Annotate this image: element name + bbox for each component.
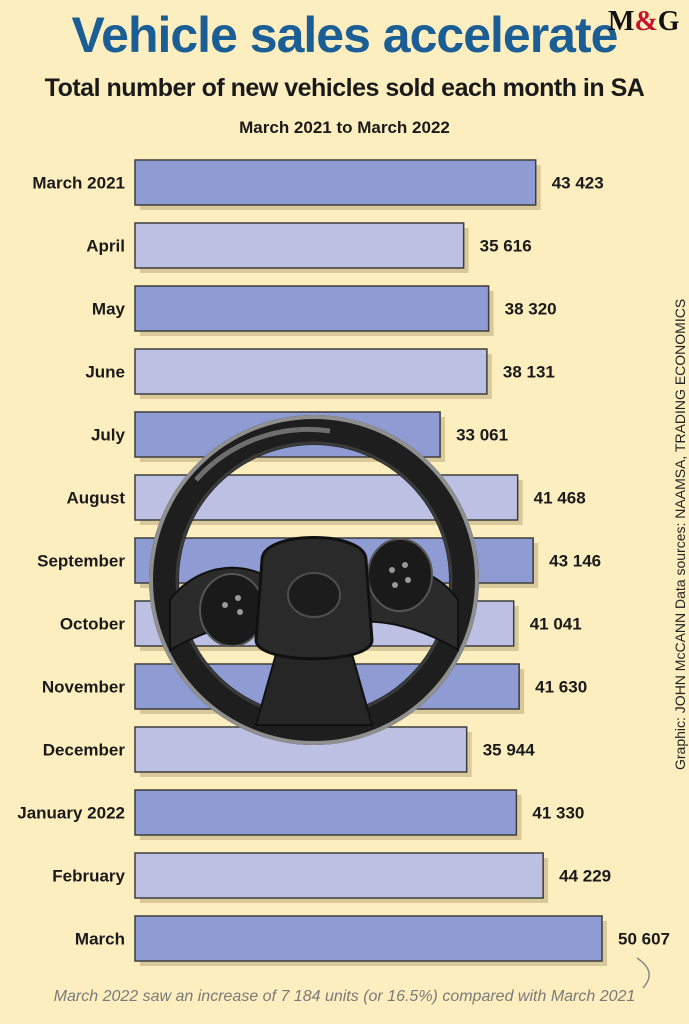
category-label: March bbox=[75, 930, 125, 949]
value-label: 35 616 bbox=[480, 237, 532, 256]
date-range: March 2021 to March 2022 bbox=[239, 118, 450, 137]
category-label: June bbox=[85, 363, 125, 382]
value-label: 38 320 bbox=[505, 300, 557, 319]
bar bbox=[134, 915, 603, 962]
footnote: March 2022 saw an increase of 7 184 unit… bbox=[53, 988, 636, 1005]
steering-wheel-icon bbox=[149, 415, 479, 745]
bar bbox=[134, 285, 490, 332]
category-label: July bbox=[91, 426, 126, 445]
value-label: 41 630 bbox=[535, 678, 587, 697]
category-label: May bbox=[92, 300, 126, 319]
category-label: January 2022 bbox=[17, 804, 125, 823]
bar bbox=[134, 789, 518, 836]
chart-subtitle: Total number of new vehicles sold each m… bbox=[44, 74, 645, 102]
bar bbox=[134, 852, 544, 899]
category-label: December bbox=[43, 741, 126, 760]
value-label: 35 944 bbox=[483, 741, 536, 760]
category-label: November bbox=[42, 678, 126, 697]
source-credit: Graphic: JOHN McCANN Data sources: NAAMS… bbox=[672, 298, 688, 770]
value-label: 41 041 bbox=[530, 615, 582, 634]
category-label: September bbox=[37, 552, 125, 571]
value-label: 44 229 bbox=[559, 867, 611, 886]
category-label: April bbox=[86, 237, 125, 256]
value-label: 41 468 bbox=[534, 489, 586, 508]
chart-title: Vehicle sales accelerate bbox=[71, 7, 619, 63]
bar bbox=[134, 222, 465, 269]
category-label: March 2021 bbox=[32, 174, 125, 193]
value-label: 41 330 bbox=[532, 804, 584, 823]
value-label: 38 131 bbox=[503, 363, 555, 382]
category-label: August bbox=[66, 489, 125, 508]
value-label: 43 423 bbox=[552, 174, 604, 193]
value-label: 33 061 bbox=[456, 426, 508, 445]
category-label: October bbox=[60, 615, 126, 634]
value-label: 50 607 bbox=[618, 930, 670, 949]
bar bbox=[134, 159, 537, 206]
category-label: February bbox=[52, 867, 125, 886]
value-label: 43 146 bbox=[549, 552, 601, 571]
publisher-logo: M&G bbox=[608, 6, 680, 37]
bar bbox=[134, 348, 488, 395]
